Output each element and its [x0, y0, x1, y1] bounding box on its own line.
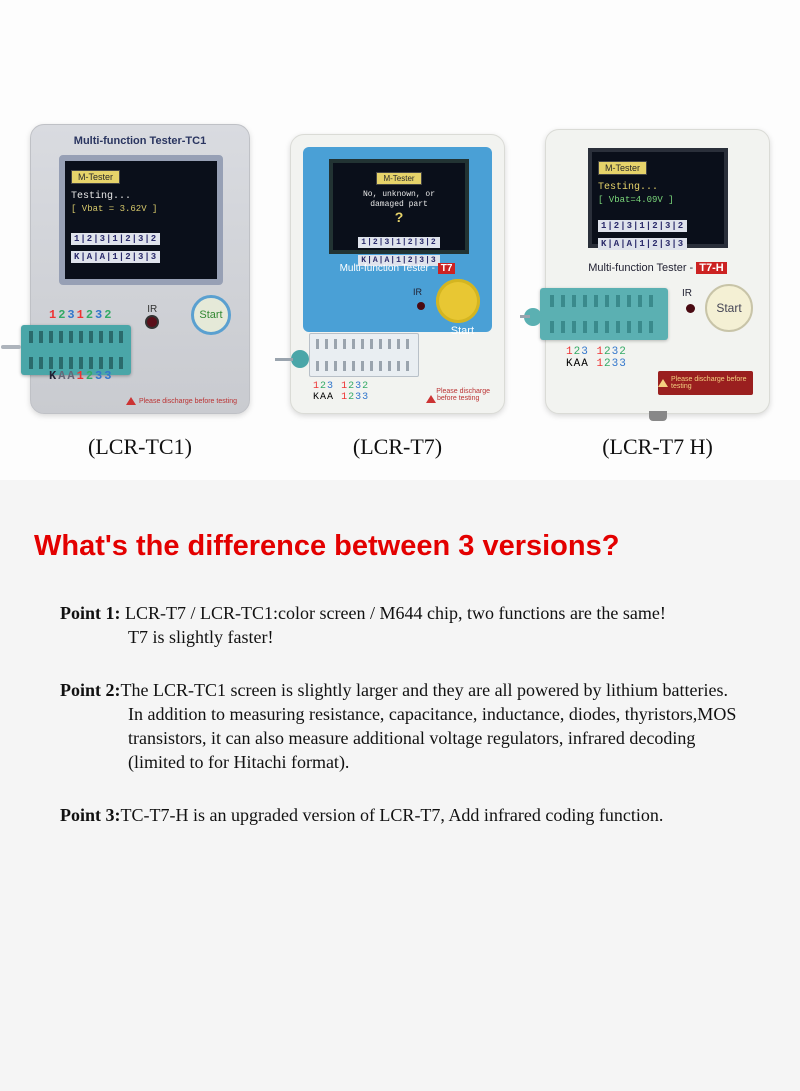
point-2-line1: The LCR-TC1 screen is slightly larger an…: [121, 680, 729, 700]
t7-screen: M-Tester No, unknown, ordamaged part ? 1…: [329, 159, 469, 254]
device-tc1-body: Multi-function Tester-TC1 M-Tester Testi…: [30, 124, 250, 414]
screen-header: M-Tester: [376, 172, 421, 185]
warning-icon: [426, 388, 436, 403]
ir-sensor-icon: [417, 302, 425, 310]
warning-icon: [658, 379, 668, 387]
jack-icon: [649, 411, 667, 421]
warning-label: Please discharge before testing: [126, 397, 237, 405]
warning-text: Please discharge before testing: [139, 398, 237, 405]
device-t7: M-Tester No, unknown, ordamaged part ? 1…: [290, 134, 505, 460]
point-1-line1: LCR-T7 / LCR-TC1:color screen / M644 chi…: [121, 603, 666, 623]
device-tc1: Multi-function Tester-TC1 M-Tester Testi…: [30, 124, 250, 460]
screen-pins: 1|2|3|1|2|3|2 K|A|A|1|2|3|3: [598, 215, 718, 251]
point-2-line2: In addition to measuring resistance, cap…: [60, 702, 756, 726]
ir-sensor-icon: [686, 304, 695, 313]
page: Multi-function Tester-TC1 M-Tester Testi…: [0, 0, 800, 1091]
point-1-line2: T7 is slightly faster!: [60, 625, 756, 649]
point-2-line3: transistors, it can also measure additio…: [60, 726, 756, 750]
point-3-line1: TC-T7-H is an upgraded version of LCR-T7…: [121, 805, 664, 825]
caption-tc1: (LCR-TC1): [30, 434, 250, 460]
t7-inner-panel: M-Tester No, unknown, ordamaged part ? 1…: [303, 147, 492, 332]
warning-label: Please discharge before testing: [658, 371, 753, 395]
warning-label: Please dischargebefore testing: [426, 388, 490, 403]
points-section: Point 1: LCR-T7 / LCR-TC1:color screen /…: [0, 601, 800, 827]
ir-label: IR: [682, 288, 692, 299]
device-t7h-body: M-Tester Testing... [ Vbat=4.09V ] 1|2|3…: [545, 129, 770, 414]
t7h-model-label: Multi-function Tester - T7-H: [546, 262, 769, 274]
pin-row-1: 1|2|3|1|2|3|2: [358, 237, 439, 248]
screen-header: M-Tester: [598, 161, 647, 175]
device-t7h: M-Tester Testing... [ Vbat=4.09V ] 1|2|3…: [545, 129, 770, 460]
label-prefix: Multi-function Tester -: [588, 262, 696, 274]
screen-msg: No, unknown, ordamaged part: [338, 190, 460, 209]
start-button[interactable]: Start: [191, 295, 231, 335]
screen-header: M-Tester: [71, 170, 120, 184]
t7h-screen: M-Tester Testing... [ Vbat=4.09V ] 1|2|3…: [588, 148, 728, 248]
t7-model-label: Multi-function Tester - T7: [303, 263, 492, 274]
start-button[interactable]: [436, 279, 480, 323]
screen-pins: 1|2|3|1|2|3|2 K|A|A|1|2|3|3: [71, 228, 211, 264]
caption-t7h: (LCR-T7 H): [545, 434, 770, 460]
point-2: Point 2:The LCR-TC1 screen is slightly l…: [60, 678, 756, 775]
point-2-line4: (limited to for Hitachi format).: [60, 750, 756, 774]
socket-lever-icon[interactable]: [291, 350, 309, 368]
pin-labels: 123 1232KAA 1233: [313, 381, 369, 403]
screen-vbat: [ Vbat=4.09V ]: [598, 195, 718, 205]
socket-lever-icon[interactable]: [1, 345, 21, 349]
label-prefix: Multi-function Tester -: [340, 263, 438, 274]
zif-socket[interactable]: [21, 325, 131, 375]
headline: What's the difference between 3 versions…: [34, 530, 800, 563]
device-row: Multi-function Tester-TC1 M-Tester Testi…: [0, 0, 800, 480]
ir-label: IR: [413, 287, 422, 297]
point-1: Point 1: LCR-T7 / LCR-TC1:color screen /…: [60, 601, 756, 650]
screen-vbat: [ Vbat = 3.62V ]: [71, 204, 211, 214]
warning-text: Please discharge before testing: [671, 376, 753, 390]
screen-pins: 1|2|3|1|2|3|2 K|A|A|1|2|3|3: [338, 231, 460, 267]
caption-t7: (LCR-T7): [290, 434, 505, 460]
pin-labels: 123 1232KAA 1233: [566, 346, 627, 370]
model-badge: T7-H: [696, 262, 726, 274]
zif-socket[interactable]: [540, 288, 668, 340]
kaa-label: KAA1233: [49, 369, 113, 383]
tc1-title: Multi-function Tester-TC1: [31, 135, 249, 147]
model-badge: T7: [438, 263, 456, 274]
start-label: Start: [451, 325, 474, 337]
question-icon: ?: [338, 209, 460, 225]
point-3-label: Point 3:: [60, 805, 121, 825]
pin-row-1: 1|2|3|1|2|3|2: [598, 220, 687, 232]
pin-row-2: K|A|A|1|2|3|3: [71, 251, 160, 263]
tc1-screen: M-Tester Testing... [ Vbat = 3.62V ] 1|2…: [59, 155, 223, 285]
warning-icon: [126, 397, 136, 405]
device-t7-body: M-Tester No, unknown, ordamaged part ? 1…: [290, 134, 505, 414]
pin-label: 1231232: [49, 308, 113, 322]
pin-row-1: 1|2|3|1|2|3|2: [71, 233, 160, 245]
screen-status: Testing...: [598, 182, 718, 193]
pin-row-2: K|A|A|1|2|3|3: [598, 238, 687, 250]
start-button[interactable]: Start: [705, 284, 753, 332]
socket-lever-icon[interactable]: [524, 308, 542, 326]
point-3: Point 3:TC-T7-H is an upgraded version o…: [60, 803, 756, 827]
zif-socket[interactable]: [309, 333, 419, 377]
screen-status: Testing...: [71, 191, 211, 202]
ir-sensor-icon: [147, 317, 157, 327]
ir-label: IR: [147, 304, 157, 315]
point-1-label: Point 1:: [60, 603, 121, 623]
point-2-label: Point 2:: [60, 680, 121, 700]
